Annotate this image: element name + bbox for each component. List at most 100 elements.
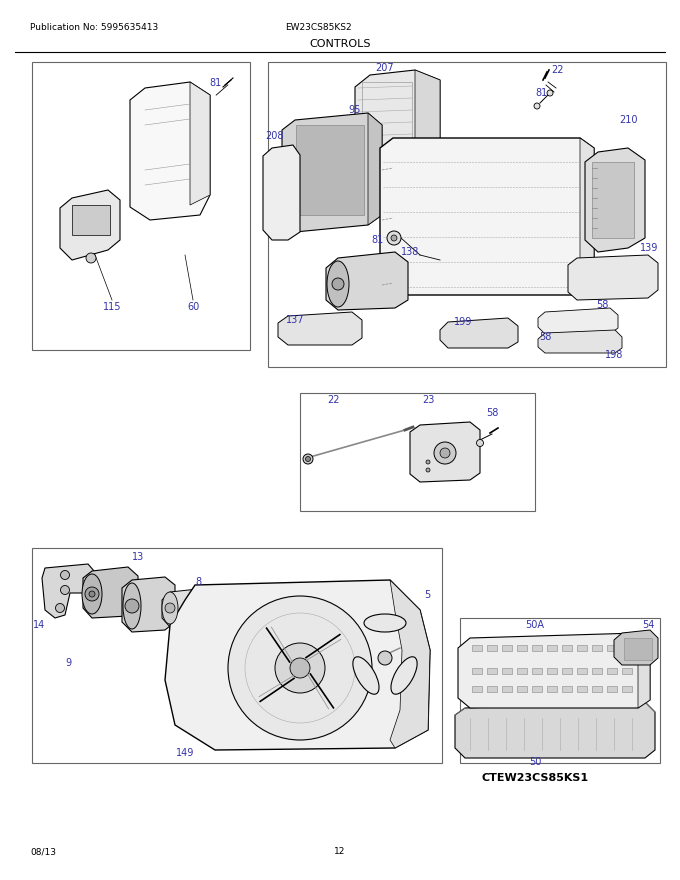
Bar <box>32 548 442 763</box>
Circle shape <box>85 587 99 601</box>
Bar <box>300 393 535 511</box>
Text: 14: 14 <box>33 620 45 630</box>
Bar <box>296 125 364 215</box>
Circle shape <box>228 596 372 740</box>
Text: 81: 81 <box>536 88 548 98</box>
Circle shape <box>61 570 69 580</box>
Text: 50: 50 <box>529 757 541 767</box>
Circle shape <box>305 457 311 461</box>
Polygon shape <box>380 138 594 295</box>
Bar <box>502 645 512 651</box>
Polygon shape <box>190 82 210 205</box>
Text: 58: 58 <box>596 300 608 310</box>
Circle shape <box>378 651 392 665</box>
Text: 210: 210 <box>619 115 637 125</box>
Bar <box>547 686 557 692</box>
Bar <box>562 645 572 651</box>
Bar <box>268 62 666 367</box>
Bar <box>532 645 542 651</box>
Text: 58: 58 <box>539 332 551 342</box>
Polygon shape <box>130 82 210 220</box>
Text: 81: 81 <box>372 235 384 245</box>
Bar <box>622 645 632 651</box>
Circle shape <box>547 90 553 96</box>
Bar <box>562 668 572 674</box>
Bar <box>362 82 412 152</box>
Bar <box>577 645 587 651</box>
Circle shape <box>434 442 456 464</box>
Polygon shape <box>83 567 138 618</box>
Bar <box>624 638 652 660</box>
Circle shape <box>165 603 175 613</box>
Ellipse shape <box>353 656 379 694</box>
Bar <box>517 645 527 651</box>
Bar <box>547 645 557 651</box>
Ellipse shape <box>123 583 141 629</box>
Text: 08/13: 08/13 <box>30 847 56 856</box>
Polygon shape <box>60 190 120 260</box>
Bar <box>592 686 602 692</box>
Text: 115: 115 <box>103 302 121 312</box>
Polygon shape <box>165 580 430 750</box>
Text: Publication No: 5995635413: Publication No: 5995635413 <box>30 23 158 32</box>
Bar <box>472 645 482 651</box>
Bar <box>592 645 602 651</box>
Bar <box>532 668 542 674</box>
Text: 60: 60 <box>187 302 199 312</box>
Text: 198: 198 <box>605 350 623 360</box>
Text: 149: 149 <box>176 748 194 758</box>
Ellipse shape <box>162 592 178 624</box>
Polygon shape <box>282 113 382 232</box>
Ellipse shape <box>364 614 406 632</box>
Bar <box>72 205 110 235</box>
Circle shape <box>426 460 430 464</box>
Ellipse shape <box>327 261 349 307</box>
Circle shape <box>534 103 540 109</box>
Text: 138: 138 <box>401 247 419 257</box>
Text: 22: 22 <box>327 395 339 405</box>
Polygon shape <box>410 422 480 482</box>
Bar <box>592 162 634 238</box>
Text: 9: 9 <box>65 658 71 668</box>
Polygon shape <box>580 138 594 295</box>
Bar <box>592 668 602 674</box>
Text: 137: 137 <box>286 315 304 325</box>
Text: 12: 12 <box>335 847 345 856</box>
Polygon shape <box>455 702 655 758</box>
Bar <box>607 686 617 692</box>
Circle shape <box>391 235 397 241</box>
Polygon shape <box>263 145 300 240</box>
Text: 208: 208 <box>266 131 284 141</box>
Text: 5: 5 <box>424 590 430 600</box>
Polygon shape <box>415 70 440 160</box>
Bar <box>32 62 250 350</box>
Text: 139: 139 <box>640 243 658 253</box>
Polygon shape <box>458 633 650 708</box>
Circle shape <box>290 658 310 678</box>
Bar <box>472 668 482 674</box>
Text: 199: 199 <box>454 317 472 327</box>
Bar <box>502 668 512 674</box>
Circle shape <box>125 599 139 613</box>
Circle shape <box>387 231 401 245</box>
Text: 13: 13 <box>132 552 144 562</box>
Text: CTEW23CS85KS1: CTEW23CS85KS1 <box>481 773 589 783</box>
Bar <box>562 686 572 692</box>
Polygon shape <box>538 330 622 353</box>
Text: CONTROLS: CONTROLS <box>309 39 371 49</box>
Circle shape <box>303 454 313 464</box>
Text: 95: 95 <box>349 105 361 115</box>
Text: 22: 22 <box>551 65 564 75</box>
Bar <box>460 618 660 763</box>
Polygon shape <box>585 148 645 252</box>
Bar <box>547 668 557 674</box>
Bar <box>472 686 482 692</box>
Bar <box>622 686 632 692</box>
Polygon shape <box>614 630 658 665</box>
Text: 81: 81 <box>209 78 221 88</box>
Bar <box>607 645 617 651</box>
Text: 23: 23 <box>422 395 435 405</box>
Bar <box>532 686 542 692</box>
Bar <box>622 668 632 674</box>
Circle shape <box>56 604 65 612</box>
